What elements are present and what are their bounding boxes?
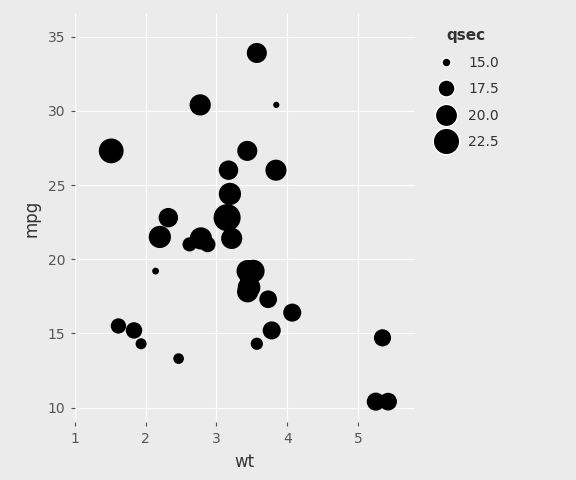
Point <box>244 284 253 291</box>
Point <box>151 267 160 275</box>
Point <box>222 214 232 221</box>
Point <box>107 147 116 155</box>
Point <box>272 101 281 109</box>
Point <box>130 326 139 334</box>
Point <box>384 398 393 406</box>
Point <box>243 267 252 275</box>
Point <box>227 235 236 242</box>
Point <box>252 49 262 57</box>
X-axis label: wt: wt <box>235 453 255 471</box>
Point <box>271 167 281 174</box>
Point <box>174 355 183 362</box>
Point <box>264 295 273 303</box>
Point <box>185 240 194 248</box>
Point <box>243 288 252 296</box>
Point <box>196 235 206 242</box>
Point <box>203 240 212 248</box>
Point <box>371 398 380 406</box>
Point <box>164 214 173 221</box>
Point <box>249 267 258 275</box>
Point <box>252 340 262 348</box>
Point <box>114 322 123 330</box>
Point <box>224 167 233 174</box>
Point <box>287 309 297 316</box>
Point <box>225 190 234 198</box>
Point <box>267 326 276 334</box>
Point <box>242 147 252 155</box>
Point <box>196 101 205 109</box>
Point <box>243 275 252 282</box>
Point <box>378 334 387 342</box>
Legend: 15.0, 17.5, 20.0, 22.5: 15.0, 17.5, 20.0, 22.5 <box>425 21 506 156</box>
Y-axis label: mpg: mpg <box>22 200 40 237</box>
Point <box>137 340 146 348</box>
Point <box>156 233 165 241</box>
